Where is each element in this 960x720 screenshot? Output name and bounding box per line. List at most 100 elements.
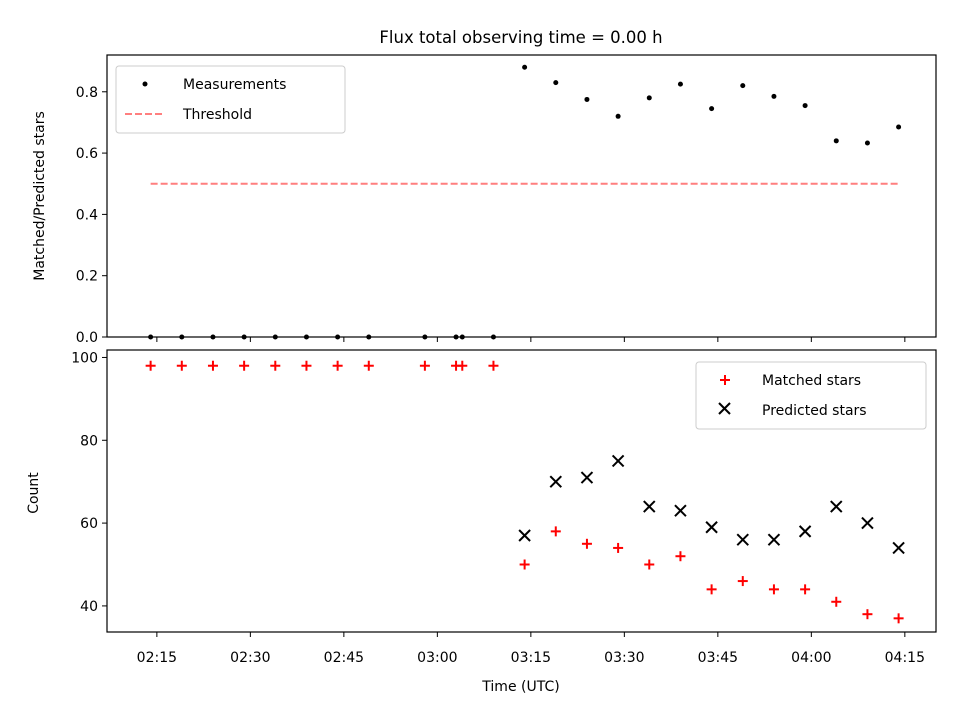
predicted-star-stroke [892, 541, 905, 555]
measurement-point [522, 64, 528, 70]
matched-star-point [176, 360, 187, 371]
x-tick-label: 02:15 [137, 650, 177, 666]
bottom-plot-area: 40 60 80 100 02:15 02:30 02:45 03:00 03:15 03:30 0… [71, 350, 925, 666]
predicted-star-stroke [518, 529, 531, 542]
matched-star-point [457, 360, 468, 371]
top-y-tick-label: 0.4 [76, 207, 98, 223]
measurement-point [833, 138, 839, 144]
top-legend-box [115, 65, 346, 134]
predicted-star-stroke [736, 533, 749, 546]
predicted-star-stroke [861, 516, 874, 530]
predicted-star-point [518, 529, 531, 542]
bottom-y-tick-label: 100 [71, 350, 98, 366]
predicted-star-point [611, 454, 625, 468]
x-tick-label: 03:45 [698, 650, 738, 666]
bottom-panel: 40 60 80 100 02:15 02:30 02:45 03:00 03:15 03:30 0… [26, 349, 937, 695]
matched-star-point [519, 559, 530, 570]
matched-star-point [145, 360, 156, 371]
predicted-star-stroke [767, 533, 781, 546]
measurement-point [896, 124, 902, 130]
matched-star-point [270, 360, 281, 371]
matched-star-point [239, 360, 250, 371]
predicted-star-point [892, 541, 905, 555]
x-tick-label: 02:45 [324, 650, 364, 666]
measurement-point [864, 140, 870, 146]
bottom-y-tick-label: 80 [80, 433, 98, 449]
predicted-star-point [798, 525, 812, 538]
measurement-point [646, 95, 652, 101]
bottom-legend-box [695, 361, 927, 430]
matched-star-point [768, 584, 779, 595]
top-y-tick-label: 0.0 [76, 330, 98, 346]
predicted-star-stroke [643, 500, 656, 513]
legend-threshold-label: Threshold [182, 107, 252, 123]
predicted-star-stroke [674, 504, 687, 517]
top-y-tick-label: 0.6 [76, 146, 98, 162]
top-axes-frame [106, 54, 937, 338]
predicted-star-point [549, 475, 562, 488]
legend-predicted-marker [718, 402, 731, 415]
predicted-star-point [674, 504, 687, 517]
x-axis-label: Time (UTC) [481, 679, 559, 695]
matched-star-point [737, 576, 748, 587]
measurement-point [584, 96, 590, 102]
legend-measurements-marker [142, 81, 148, 87]
measurement-point [802, 103, 808, 109]
bottom-y-axis-label: Count [26, 472, 42, 514]
measurement-point [553, 80, 559, 86]
top-panel: 0.00.20.40.60.8 Matched/Predicted stars … [32, 54, 937, 346]
measurement-point [771, 93, 777, 99]
predicted-star-point [767, 533, 781, 546]
matched-star-point [862, 609, 873, 620]
matched-star-point [613, 542, 624, 553]
top-y-tick-label: 0.8 [76, 85, 98, 101]
top-chart-title: Flux total observing time = 0.00 h [379, 28, 662, 47]
predicted-star-stroke [705, 521, 718, 534]
matched-star-point [831, 596, 842, 607]
legend-matched-marker [720, 375, 730, 385]
bottom-legend: Matched stars Predicted stars [695, 361, 927, 430]
bottom-axes-frame [106, 349, 937, 633]
predicted-star-stroke [798, 525, 812, 538]
predicted-star-stroke [549, 475, 562, 488]
top-plot-area: 0.0 0.2 0.4 0.6 0.8 [76, 64, 906, 346]
matched-star-point [207, 360, 218, 371]
matched-star-point [581, 538, 592, 549]
predicted-star-point [643, 500, 656, 513]
x-tick-label: 04:00 [791, 650, 831, 666]
matched-star-point [419, 360, 430, 371]
matched-star-point [301, 360, 312, 371]
matched-star-point [706, 584, 717, 595]
legend-matched-label: Matched stars [762, 373, 861, 389]
matched-star-point [488, 360, 499, 371]
legend-measurements-label: Measurements [183, 77, 286, 93]
bottom-y-tick-label: 60 [80, 516, 98, 532]
predicted-star-point [830, 500, 843, 513]
x-tick-label: 02:30 [230, 650, 270, 666]
x-tick-label: 03:00 [417, 650, 457, 666]
measurement-point [677, 81, 683, 87]
x-tick-label: 03:30 [604, 650, 644, 666]
measurement-point [740, 83, 746, 89]
matched-star-point [644, 559, 655, 570]
measurement-point [615, 113, 621, 119]
matched-star-point [550, 526, 561, 537]
predicted-star-point [861, 516, 874, 530]
predicted-star-point [736, 533, 749, 546]
measurement-point [709, 106, 715, 112]
legend-predicted-label: Predicted stars [762, 403, 867, 419]
predicted-star-point [580, 471, 594, 484]
matched-star-point [893, 613, 904, 624]
top-legend: Measurements Threshold [115, 65, 346, 134]
matched-star-point [675, 551, 686, 562]
x-tick-label: 04:15 [885, 650, 925, 666]
predicted-star-stroke [611, 454, 625, 468]
predicted-star-stroke [580, 471, 594, 484]
top-y-axis-label: Matched/Predicted stars [32, 111, 48, 281]
top-y-tick-label: 0.2 [76, 269, 98, 285]
x-tick-label: 03:15 [511, 650, 551, 666]
matched-star-point [363, 360, 374, 371]
predicted-star-stroke [830, 500, 843, 513]
matched-star-point [800, 584, 811, 595]
